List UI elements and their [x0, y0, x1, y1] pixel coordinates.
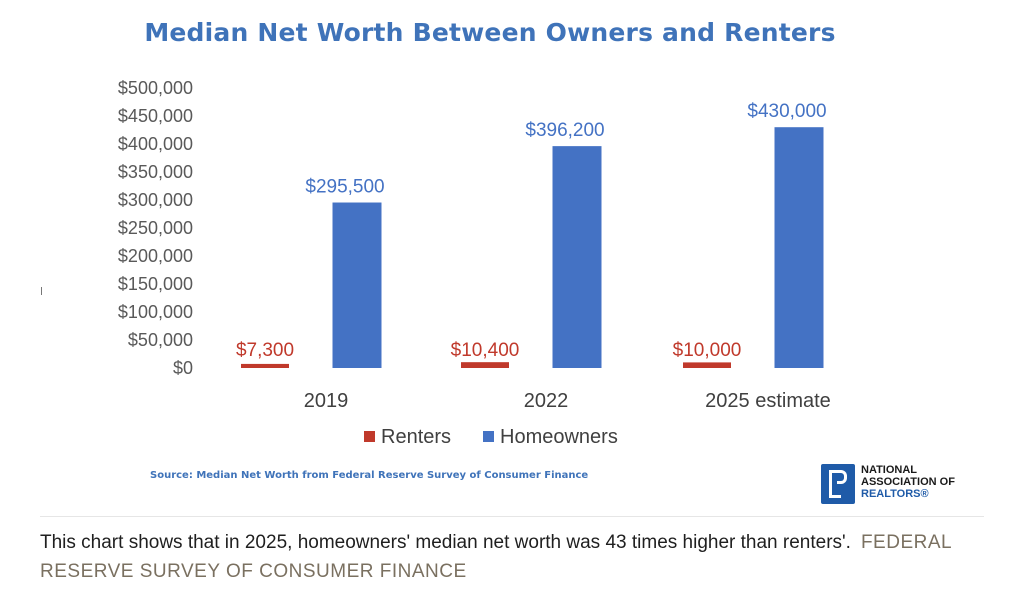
bar-homeowners — [552, 146, 602, 368]
nar-logo: NATIONAL ASSOCIATION OF REALTORS® — [821, 462, 981, 507]
x-category-label: 2019 — [304, 390, 349, 412]
source-note: Source: Median Net Worth from Federal Re… — [150, 470, 589, 481]
divider — [40, 516, 984, 517]
chart-title: Median Net Worth Between Owners and Rent… — [144, 18, 836, 47]
data-label-renters: $10,400 — [451, 340, 520, 361]
logo-line-3: REALTORS® — [861, 488, 929, 500]
y-tick-label: $300,000 — [118, 190, 193, 210]
bar-renters — [241, 363, 289, 368]
data-label-homeowners: $295,500 — [305, 177, 384, 198]
y-tick-label: $0 — [173, 358, 193, 378]
bar-homeowners — [332, 202, 382, 368]
x-category-label: 2025 estimate — [705, 390, 831, 412]
y-tick-label: $250,000 — [118, 218, 193, 238]
y-tick-label: $400,000 — [118, 134, 193, 154]
y-tick-label: $100,000 — [118, 302, 193, 322]
x-category-label: 2022 — [524, 390, 569, 412]
bar-renters — [461, 362, 509, 368]
bar-renters — [683, 362, 731, 368]
legend-label: Homeowners — [500, 426, 618, 448]
figure-caption: This chart shows that in 2025, homeowner… — [40, 528, 980, 586]
data-label-homeowners: $430,000 — [747, 101, 826, 122]
data-label-renters: $10,000 — [673, 340, 742, 361]
logo-line-2: ASSOCIATION OF — [861, 476, 955, 488]
logo-line-1: NATIONAL — [861, 464, 918, 476]
legend-swatch — [483, 431, 494, 442]
y-tick-label: $200,000 — [118, 246, 193, 266]
y-tick-label: $50,000 — [128, 330, 193, 350]
data-label-renters: $7,300 — [236, 340, 294, 361]
bar-homeowners — [774, 127, 824, 368]
edge-mark — [41, 287, 42, 295]
legend-label: Renters — [381, 426, 451, 448]
logo-text: NATIONAL ASSOCIATION OF REALTORS® — [861, 464, 955, 500]
y-tick-label: $500,000 — [118, 78, 193, 98]
y-tick-label: $350,000 — [118, 162, 193, 182]
y-tick-label: $450,000 — [118, 106, 193, 126]
data-label-homeowners: $396,200 — [525, 120, 604, 141]
caption-credit: FEDERAL RESERVE SURVEY OF CONSUMER FINAN… — [40, 532, 952, 582]
caption-text: This chart shows that in 2025, homeowner… — [40, 532, 851, 553]
legend-swatch — [364, 431, 375, 442]
realtor-r-icon — [821, 464, 855, 504]
y-tick-label: $150,000 — [118, 274, 193, 294]
